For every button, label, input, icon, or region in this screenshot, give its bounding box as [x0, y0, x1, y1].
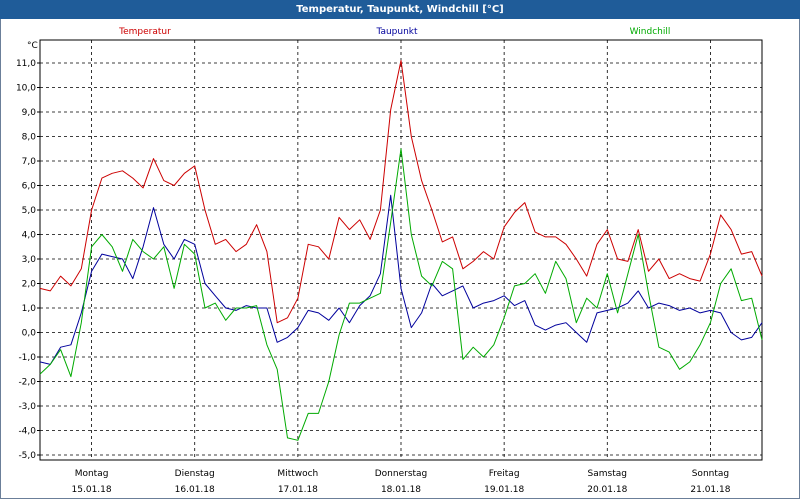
legend-temperatur: Temperatur — [118, 27, 171, 37]
y-tick-label: -2,0 — [18, 378, 36, 388]
x-label-date: 21.01.18 — [690, 485, 730, 495]
y-tick-label: 8,0 — [22, 133, 37, 143]
y-tick-label: 3,0 — [22, 255, 37, 265]
y-axis-unit: °C — [27, 41, 38, 51]
y-tick-label: 7,0 — [22, 157, 37, 167]
y-tick-label: -5,0 — [18, 451, 36, 461]
y-tick-label: 11,0 — [16, 59, 36, 69]
grid — [37, 40, 762, 460]
y-tick-label: 1,0 — [22, 304, 37, 314]
x-label-date: 17.01.18 — [278, 485, 318, 495]
x-axis-labels: Montag 15.01.18 Dienstag 16.01.18 Mittwoch 17… — [72, 469, 731, 495]
x-label-weekday: Dienstag — [175, 469, 215, 479]
x-label-date: 20.01.18 — [587, 485, 627, 495]
y-tick-label: 0,0 — [22, 329, 37, 339]
y-tick-label: -4,0 — [18, 427, 36, 437]
x-label-date: 16.01.18 — [175, 485, 215, 495]
x-label-weekday: Montag — [75, 469, 109, 479]
y-tick-label: 10,0 — [16, 84, 36, 94]
y-axis-ticks: -5,0 -4,0 -3,0 -2,0 -1,0 0,0 1,0 2,0 3,0 4,0 5,0 6,… — [16, 59, 36, 461]
series-line-taupunkt — [39, 194, 763, 365]
series-line-temperatur — [39, 60, 763, 324]
y-tick-label: 5,0 — [22, 206, 37, 216]
y-tick-label: 2,0 — [22, 280, 37, 290]
window-title: Temperatur, Taupunkt, Windchill [°C] — [0, 0, 800, 19]
y-tick-label: -1,0 — [18, 353, 36, 363]
y-tick-label: 9,0 — [22, 108, 37, 118]
y-tick-label: 6,0 — [22, 182, 37, 192]
x-label-date: 18.01.18 — [381, 485, 421, 495]
y-tick-label: -3,0 — [18, 402, 36, 412]
x-label-weekday: Donnerstag — [375, 469, 428, 479]
x-label-weekday: Mittwoch — [277, 469, 318, 479]
legend: Temperatur Taupunkt Windchill — [118, 27, 670, 37]
x-label-weekday: Freitag — [489, 469, 520, 479]
x-label-date: 19.01.18 — [484, 485, 524, 495]
legend-windchill: Windchill — [630, 27, 671, 37]
x-label-weekday: Samstag — [588, 469, 627, 479]
series-lines — [39, 60, 763, 441]
x-label-date: 15.01.18 — [72, 485, 112, 495]
series-line-windchill — [39, 148, 763, 441]
x-label-weekday: Sonntag — [692, 469, 729, 479]
y-tick-label: 4,0 — [22, 231, 37, 241]
legend-taupunkt: Taupunkt — [375, 27, 418, 37]
